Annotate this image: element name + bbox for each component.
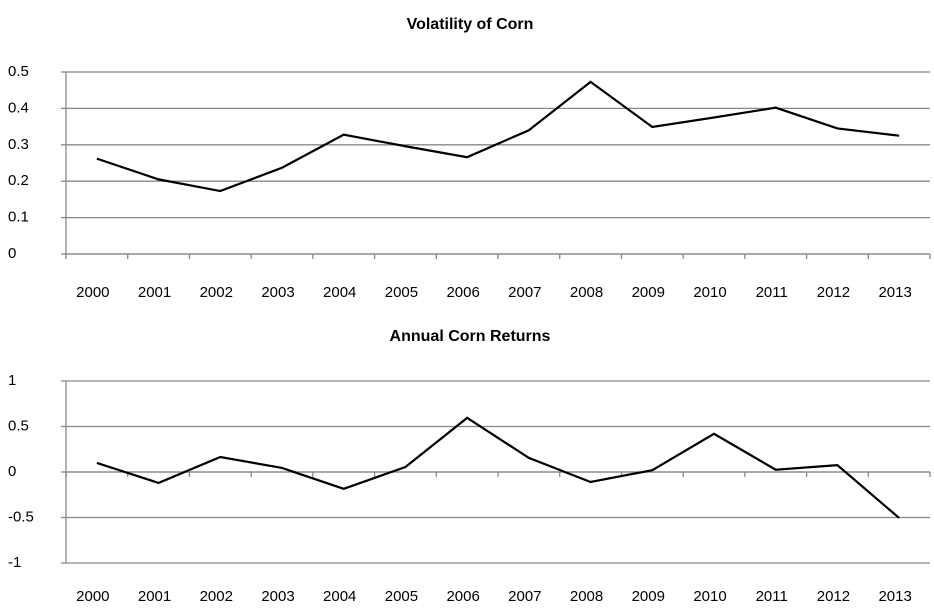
y-tick-label: 0.1 [8, 209, 29, 226]
x-tick-label: 2000 [76, 284, 109, 301]
x-tick-label: 2002 [200, 284, 233, 301]
x-tick-label: 2000 [76, 588, 109, 605]
x-tick-label: 2006 [446, 284, 479, 301]
x-tick-label: 2007 [508, 588, 541, 605]
y-tick-label: 0.5 [8, 417, 29, 434]
x-tick-label: 2013 [878, 284, 911, 301]
data-line [96, 416, 900, 519]
y-tick-label: -1 [8, 554, 21, 571]
x-tick-label: 2004 [323, 284, 356, 301]
x-tick-label: 2001 [138, 588, 171, 605]
x-tick-label: 2001 [138, 284, 171, 301]
x-tick-label: 2012 [817, 284, 850, 301]
x-tick-label: 2005 [385, 284, 418, 301]
y-tick-label: 1 [8, 372, 16, 389]
x-tick-label: 2004 [323, 588, 356, 605]
chart-title: Annual Corn Returns [390, 328, 551, 345]
y-tick-label: 0.5 [8, 63, 29, 80]
x-tick-label: 2010 [693, 284, 726, 301]
y-tick-label: 0.3 [8, 136, 29, 153]
y-tick-label: -0.5 [8, 508, 34, 525]
x-tick-label: 2003 [261, 588, 294, 605]
x-tick-label: 2003 [261, 284, 294, 301]
x-tick-label: 2009 [632, 284, 665, 301]
chart-title: Volatility of Corn [407, 16, 534, 33]
x-tick-label: 2011 [756, 588, 788, 605]
x-tick-label: 2008 [570, 284, 603, 301]
y-tick-label: 0 [8, 245, 16, 262]
x-tick-label: 2012 [817, 588, 850, 605]
x-tick-label: 2009 [632, 588, 665, 605]
x-tick-label: 2008 [570, 588, 603, 605]
x-tick-label: 2006 [446, 588, 479, 605]
y-tick-label: 0.4 [8, 99, 29, 116]
x-tick-label: 2005 [385, 588, 418, 605]
data-line [96, 80, 900, 193]
x-tick-label: 2002 [200, 588, 233, 605]
x-tick-label: 2010 [693, 588, 726, 605]
x-tick-label: 2007 [508, 284, 541, 301]
y-tick-label: 0 [8, 463, 16, 480]
x-tick-label: 2013 [878, 588, 911, 605]
x-tick-label: 2011 [756, 284, 788, 301]
y-tick-label: 0.2 [8, 172, 29, 189]
